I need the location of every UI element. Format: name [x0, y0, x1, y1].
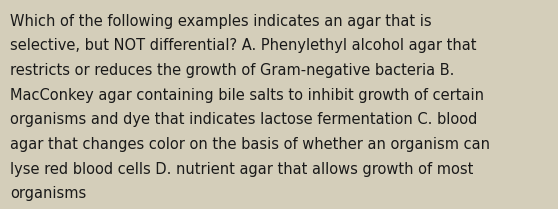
Text: agar that changes color on the basis of whether an organism can: agar that changes color on the basis of … — [10, 137, 490, 152]
Text: organisms and dye that indicates lactose fermentation C. blood: organisms and dye that indicates lactose… — [10, 112, 478, 127]
Text: selective, but NOT differential? A. Phenylethyl alcohol agar that: selective, but NOT differential? A. Phen… — [10, 38, 477, 53]
Text: lyse red blood cells D. nutrient agar that allows growth of most: lyse red blood cells D. nutrient agar th… — [10, 162, 473, 177]
Text: MacConkey agar containing bile salts to inhibit growth of certain: MacConkey agar containing bile salts to … — [10, 88, 484, 103]
Text: Which of the following examples indicates an agar that is: Which of the following examples indicate… — [10, 14, 432, 29]
Text: organisms: organisms — [10, 186, 86, 201]
Text: restricts or reduces the growth of Gram-negative bacteria B.: restricts or reduces the growth of Gram-… — [10, 63, 454, 78]
